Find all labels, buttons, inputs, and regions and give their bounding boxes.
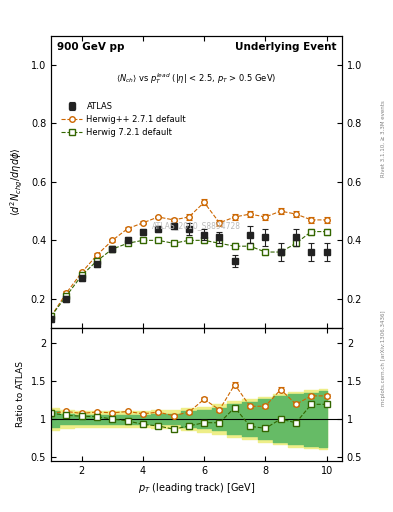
Herwig 7.2.1 default [263, 249, 268, 255]
Herwig 7.2.1 default [217, 240, 222, 246]
Herwig++ 2.7.1 default [141, 220, 145, 226]
Herwig 7.2.1 default [141, 237, 145, 243]
Herwig 7.2.1 default [49, 313, 53, 319]
Line: Herwig++ 2.7.1 default: Herwig++ 2.7.1 default [48, 200, 329, 319]
Herwig++ 2.7.1 default [171, 217, 176, 223]
Herwig++ 2.7.1 default [125, 226, 130, 232]
Herwig++ 2.7.1 default [202, 199, 206, 205]
Text: mcplots.cern.ch [arXiv:1306.3436]: mcplots.cern.ch [arXiv:1306.3436] [381, 311, 386, 406]
Herwig 7.2.1 default [125, 240, 130, 246]
Y-axis label: $\langle d^2 N_{chg}/d\eta d\phi \rangle$: $\langle d^2 N_{chg}/d\eta d\phi \rangle… [9, 147, 25, 216]
Herwig++ 2.7.1 default [232, 214, 237, 220]
Line: Herwig 7.2.1 default: Herwig 7.2.1 default [48, 229, 329, 319]
Herwig++ 2.7.1 default [309, 217, 314, 223]
Herwig 7.2.1 default [248, 243, 252, 249]
Herwig++ 2.7.1 default [217, 220, 222, 226]
Text: ATLAS_2010_S8894728: ATLAS_2010_S8894728 [152, 221, 241, 230]
Herwig 7.2.1 default [187, 237, 191, 243]
Herwig 7.2.1 default [309, 228, 314, 234]
Herwig 7.2.1 default [110, 246, 115, 252]
Herwig 7.2.1 default [324, 228, 329, 234]
Herwig 7.2.1 default [278, 249, 283, 255]
Herwig++ 2.7.1 default [263, 214, 268, 220]
Herwig++ 2.7.1 default [324, 217, 329, 223]
Herwig++ 2.7.1 default [278, 208, 283, 214]
Herwig++ 2.7.1 default [156, 214, 161, 220]
Herwig++ 2.7.1 default [64, 290, 69, 296]
Herwig 7.2.1 default [95, 258, 99, 264]
Herwig++ 2.7.1 default [49, 313, 53, 319]
Herwig 7.2.1 default [171, 240, 176, 246]
Text: Rivet 3.1.10, ≥ 3.3M events: Rivet 3.1.10, ≥ 3.3M events [381, 100, 386, 177]
Legend: ATLAS, Herwig++ 2.7.1 default, Herwig 7.2.1 default: ATLAS, Herwig++ 2.7.1 default, Herwig 7.… [58, 98, 189, 140]
Herwig++ 2.7.1 default [95, 252, 99, 258]
Herwig 7.2.1 default [64, 293, 69, 299]
Text: 900 GeV pp: 900 GeV pp [57, 41, 125, 52]
Herwig++ 2.7.1 default [248, 211, 252, 217]
Herwig 7.2.1 default [294, 240, 298, 246]
Herwig 7.2.1 default [156, 237, 161, 243]
Herwig++ 2.7.1 default [110, 237, 115, 243]
Herwig 7.2.1 default [79, 272, 84, 279]
Y-axis label: Ratio to ATLAS: Ratio to ATLAS [16, 361, 25, 428]
Text: $\langle N_{ch} \rangle$ vs $p_T^{lead}$ (|$\eta$| < 2.5, $p_T$ > 0.5 GeV): $\langle N_{ch} \rangle$ vs $p_T^{lead}$… [116, 71, 277, 86]
X-axis label: $p_T$ (leading track) [GeV]: $p_T$ (leading track) [GeV] [138, 481, 255, 495]
Herwig++ 2.7.1 default [79, 269, 84, 275]
Text: Underlying Event: Underlying Event [235, 41, 336, 52]
Herwig++ 2.7.1 default [187, 214, 191, 220]
Herwig 7.2.1 default [232, 243, 237, 249]
Herwig++ 2.7.1 default [294, 211, 298, 217]
Herwig 7.2.1 default [202, 237, 206, 243]
